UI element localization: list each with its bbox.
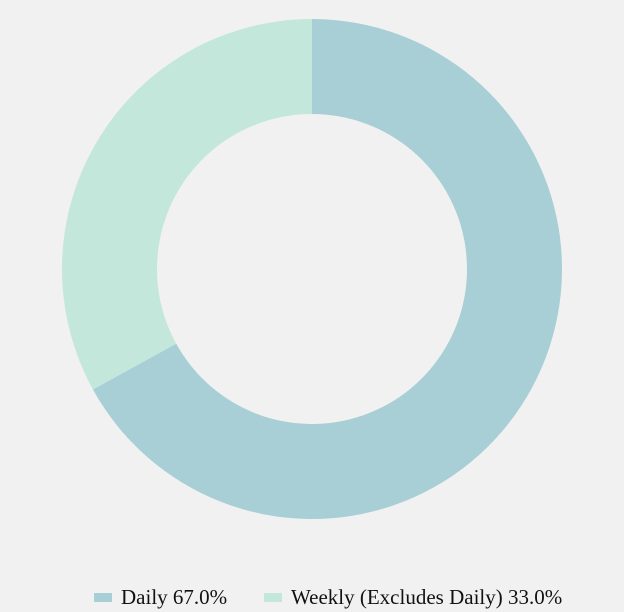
legend-label-weekly: Weekly (Excludes Daily) 33.0% xyxy=(291,585,563,609)
donut-slice-weekly[interactable] xyxy=(62,19,312,390)
legend-swatch-daily xyxy=(94,592,112,602)
legend-swatch-weekly xyxy=(264,592,282,602)
donut-chart xyxy=(62,19,562,519)
legend-item-weekly[interactable]: Weekly (Excludes Daily) 33.0% xyxy=(264,583,562,611)
legend-item-daily[interactable]: Daily 67.0% xyxy=(94,583,227,611)
legend: Daily 67.0% Weekly (Excludes Daily) 33.0… xyxy=(0,583,624,611)
legend-label-daily: Daily 67.0% xyxy=(121,585,228,609)
donut-slice-daily[interactable] xyxy=(92,19,562,519)
